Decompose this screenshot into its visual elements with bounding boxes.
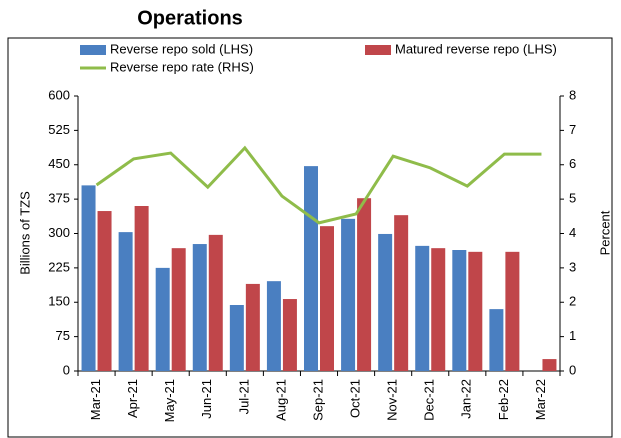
bar (282, 299, 297, 371)
x-tick-label: May-21 (162, 379, 177, 422)
y-tick-label: 450 (48, 156, 70, 171)
y-axis-label: Billions of TZS (17, 191, 32, 275)
bar (97, 211, 112, 371)
bar (542, 359, 557, 371)
y2-axis-label: Percent (597, 210, 612, 255)
y2-tick-label: 6 (569, 156, 576, 171)
legend-label: Reverse repo sold (LHS) (110, 41, 253, 56)
bar (192, 244, 207, 371)
y2-tick-label: 8 (569, 87, 576, 102)
chart-title: Operations (137, 7, 243, 29)
bar (134, 206, 149, 371)
bar (171, 248, 186, 371)
y2-tick-label: 0 (569, 362, 576, 377)
y2-tick-label: 7 (569, 122, 576, 137)
x-tick-label: Jun-21 (199, 379, 214, 419)
x-tick-label: Sep-21 (310, 379, 325, 421)
x-tick-label: Feb-22 (496, 379, 511, 420)
y-tick-label: 525 (48, 122, 70, 137)
bar (415, 245, 430, 371)
x-tick-label: Oct-21 (348, 379, 363, 418)
line (95, 145, 542, 225)
y2-tick-label: 1 (569, 328, 576, 343)
bar (505, 251, 520, 371)
legend-swatch (80, 45, 106, 55)
y2-tick-label: 3 (569, 259, 576, 274)
bar (245, 283, 260, 371)
bar (378, 233, 393, 371)
y-tick-label: 225 (48, 259, 70, 274)
x-tick-label: Jul-21 (236, 379, 251, 414)
bar (229, 305, 244, 371)
x-tick-label: Mar-22 (533, 379, 548, 420)
bar (489, 309, 504, 371)
y-tick-label: 150 (48, 294, 70, 309)
y2-tick-label: 2 (569, 294, 576, 309)
y2-tick-label: 5 (569, 191, 576, 206)
x-tick-label: Jan-22 (459, 379, 474, 419)
bar (341, 218, 356, 371)
bar (118, 232, 133, 371)
bar (394, 215, 409, 371)
x-tick-label: Nov-21 (385, 379, 400, 421)
y-tick-label: 375 (48, 191, 70, 206)
legend-swatch (365, 45, 391, 55)
x-tick-label: Mar-21 (88, 379, 103, 420)
bar (208, 234, 223, 371)
y-tick-label: 600 (48, 87, 70, 102)
bar (320, 226, 334, 371)
legend-label: Reverse repo rate (RHS) (110, 59, 254, 74)
y-tick-label: 300 (48, 225, 70, 240)
bar (357, 198, 372, 371)
bar (304, 166, 318, 371)
y-tick-label: 0 (63, 362, 70, 377)
bar (81, 185, 96, 371)
y2-tick-label: 4 (569, 225, 576, 240)
legend-label: Matured reverse repo (LHS) (395, 41, 557, 56)
x-tick-label: Apr-21 (125, 379, 140, 418)
frame (7, 37, 613, 438)
y-tick-label: 75 (56, 328, 70, 343)
bar (431, 248, 446, 371)
bar (266, 281, 281, 371)
x-tick-label: Aug-21 (273, 379, 288, 421)
x-tick-label: Dec-21 (422, 379, 437, 421)
bar (452, 250, 467, 371)
bar (468, 251, 483, 371)
bar (155, 267, 170, 371)
